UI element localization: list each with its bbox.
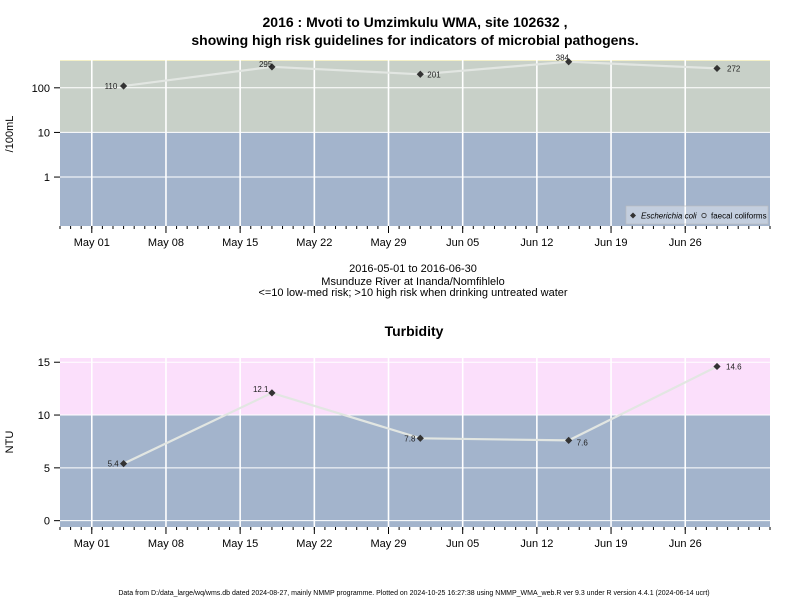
x-tick-label: May 15 [222,237,258,249]
data-point [713,64,721,73]
x-tick-label: Jun 12 [520,538,553,550]
data-label: 7.8 [404,434,416,443]
x-tick-label: Jun 26 [669,237,702,249]
risk-band-1 [60,132,770,226]
y-tick-label: 10 [38,127,50,139]
risk-band-3 [60,60,770,61]
data-label: 295 [259,60,273,69]
date-range-caption: 2016-05-01 to 2016-06-30 [349,263,477,275]
y-axis-label: /100mL [4,116,16,153]
x-tick-label: Jun 05 [446,237,479,249]
x-tick-label: Jun 05 [446,538,479,550]
x-tick-label: May 08 [148,538,184,550]
data-label: 14.6 [726,362,742,371]
risk-band-1 [60,415,770,527]
data-label: 110 [105,82,118,91]
y-tick-label: 100 [32,83,50,95]
x-tick-label: May 15 [222,538,258,550]
data-label: 201 [427,70,441,79]
data-label: 272 [727,64,741,73]
legend-box [625,205,769,225]
x-tick-label: May 22 [296,237,332,249]
x-tick-label: May 01 [74,538,110,550]
footer-note: Data from D:/data_large/wq/wms.db dated … [118,590,709,597]
y-axis-label: NTU [4,431,16,454]
data-point [119,460,128,468]
x-tick-label: May 29 [370,538,406,550]
data-point [268,63,276,71]
risk-caption: <=10 low-med risk; >10 high risk when dr… [258,287,567,299]
legend-marker-faecal [701,212,707,219]
y-tick-label: 1 [44,172,50,184]
x-tick-label: Jun 19 [595,538,628,550]
data-point [416,434,424,442]
chart-subtitle: showing high risk guidelines for indicat… [191,32,638,48]
data-point [565,58,573,66]
data-label: 384 [556,54,570,63]
x-tick-label: May 29 [370,237,406,249]
risk-band-2 [60,358,770,416]
x-tick-label: May 08 [148,237,184,249]
turbidity-title: Turbidity [385,323,444,339]
data-point [565,436,573,444]
data-point [416,70,424,78]
data-label: 12.1 [253,385,269,394]
x-tick-label: May 22 [296,538,332,550]
y-tick-label: 5 [44,463,50,475]
y-tick-label: 15 [38,357,50,369]
data-point [713,362,721,371]
x-tick-label: Jun 12 [520,237,553,249]
y-tick-label: 10 [38,410,50,422]
chart-title: 2016 : Mvoti to Umzimkulu WMA, site 1026… [263,14,568,30]
risk-band-2 [60,60,770,133]
data-point [119,82,128,90]
data-point [268,389,276,397]
site-caption: Msunduze River at Inanda/Nomfihlelo [321,276,504,288]
x-tick-label: Jun 26 [669,538,702,550]
y-tick-label: 0 [44,516,50,528]
x-tick-label: May 01 [74,237,110,249]
legend-label-faecal: faecal coliforms [711,212,767,221]
legend-marker-ecoli [630,212,636,219]
data-label: 7.6 [577,438,589,447]
x-tick-label: Jun 19 [595,237,628,249]
legend-label-ecoli: Escherichia coli [641,212,697,221]
data-label: 5.4 [108,460,120,469]
